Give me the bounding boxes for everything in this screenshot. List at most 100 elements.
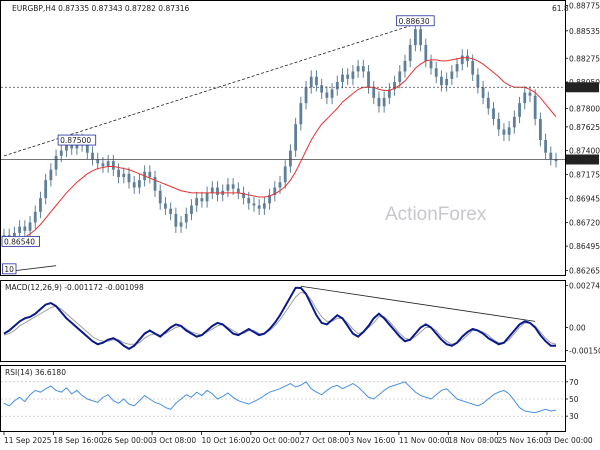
price-candle <box>195 191 199 212</box>
candle-body <box>184 213 188 223</box>
moving-average-line <box>3 57 557 247</box>
annotation-label: 0.86540 <box>4 237 35 246</box>
candle-body <box>247 198 251 204</box>
macd-header: MACD(12,26,9) -0.001172 -0.001098 <box>5 283 144 292</box>
candle-body <box>377 97 381 107</box>
annotation-box <box>396 15 435 27</box>
price-candle <box>205 186 209 208</box>
candle-body <box>393 82 396 90</box>
candle-body <box>486 97 490 109</box>
price-candle <box>393 75 396 96</box>
candle-body <box>523 92 527 104</box>
price-candle <box>132 175 136 194</box>
badge-label: 0.88000 <box>568 83 599 92</box>
price-tick-label: 0.87175 <box>569 170 600 179</box>
candle-body <box>476 74 480 88</box>
candle-body <box>91 152 94 160</box>
price-candle <box>294 117 298 157</box>
price-candle <box>127 167 131 189</box>
candle-body <box>210 187 214 193</box>
candle-body <box>231 184 235 189</box>
candle-body <box>137 180 141 188</box>
time-tick-label: 3 Oct 08:00 <box>152 436 196 445</box>
corner-value: 61.8 <box>552 4 569 13</box>
candle-body <box>153 177 157 191</box>
price-candle <box>23 220 27 238</box>
badge-label: 0.87316 <box>568 155 599 164</box>
price-candle <box>289 144 292 173</box>
candle-body <box>85 145 89 153</box>
candle-body <box>351 71 355 79</box>
candle-body <box>445 78 449 86</box>
time-tick-label: 27 Oct 08:00 <box>300 436 349 445</box>
candle-body <box>148 171 152 177</box>
candle-body <box>460 55 464 65</box>
candle-body <box>356 66 360 72</box>
price-candle <box>460 49 464 71</box>
badge-box <box>566 82 599 93</box>
price-tick-label: 0.87400 <box>569 147 600 156</box>
macd-signal-line <box>3 291 557 345</box>
watermark: ActionForex <box>385 204 487 225</box>
candle-body <box>497 118 501 130</box>
candle-body <box>195 198 199 206</box>
price-candle <box>273 181 277 202</box>
price-annotation: 0.88630 <box>396 15 435 27</box>
candle-body <box>158 190 162 204</box>
candle-body <box>403 60 407 72</box>
price-candle <box>367 65 370 94</box>
candle-body <box>429 60 433 69</box>
price-candle <box>153 170 157 198</box>
candle-body <box>44 180 48 199</box>
price-candle <box>387 83 391 105</box>
price-candle <box>440 70 443 92</box>
candle-body <box>413 29 417 46</box>
price-candle <box>518 96 521 124</box>
price-candle <box>111 154 115 176</box>
rsi-tick-label: 70 <box>569 378 579 387</box>
price-candle <box>481 80 485 105</box>
price-candle <box>242 186 245 205</box>
price-candle <box>304 80 308 110</box>
candle-body <box>106 161 110 167</box>
candle-body <box>434 68 438 77</box>
price-candle <box>544 133 547 160</box>
time-tick-label: 18 Sep 16:00 <box>53 436 103 445</box>
price-tick-label: 0.87625 <box>569 123 600 132</box>
price-candle <box>158 184 162 210</box>
candle-body <box>122 173 126 177</box>
macd-tick-label: 0.00 <box>569 323 586 332</box>
time-tick-label: 18 Nov 08:00 <box>448 436 499 445</box>
price-candle <box>106 154 110 173</box>
price-candle <box>184 207 188 229</box>
candle-body <box>236 188 240 193</box>
candle-body <box>132 182 136 188</box>
candle-body <box>538 118 542 141</box>
price-candle <box>49 163 53 187</box>
price-candle <box>434 61 438 84</box>
price-candle <box>137 173 141 194</box>
candle-body <box>257 205 261 209</box>
candle-body <box>39 198 42 212</box>
rsi-tick-label: 30 <box>569 412 579 421</box>
candle-body <box>179 222 183 227</box>
price-candle <box>502 123 506 142</box>
candle-body <box>226 184 230 191</box>
candle-body <box>49 169 53 181</box>
macd-panel <box>3 285 557 351</box>
candle-body <box>398 71 402 82</box>
candle-body <box>242 192 245 199</box>
candle-body <box>512 116 516 128</box>
candle-body <box>341 74 344 82</box>
price-candle <box>497 112 501 136</box>
price-candle <box>549 146 553 166</box>
price-candle <box>164 197 167 215</box>
candle-body <box>28 222 32 231</box>
price-level-badge: 0.87316 <box>566 154 599 165</box>
candle-body <box>23 226 27 231</box>
price-annotation: 0.86540 <box>1 235 40 247</box>
candle-body <box>268 194 271 204</box>
time-axis: 11 Sep 2025 18 Sep 16:00 26 Sep 00:00 3 Oct… <box>3 432 593 445</box>
candle-body <box>455 64 459 72</box>
